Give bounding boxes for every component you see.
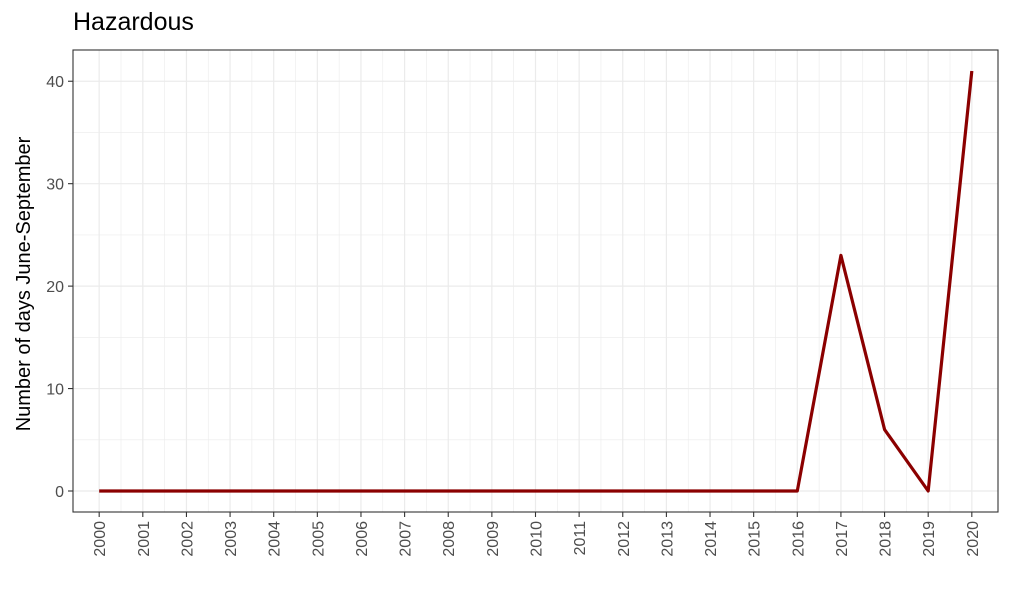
- y-tick-label: 20: [46, 279, 64, 296]
- chart-title: Hazardous: [73, 8, 194, 36]
- x-tick-label: 2002: [179, 521, 196, 557]
- x-tick-label: 2009: [485, 521, 502, 557]
- x-tick-label: 2004: [267, 521, 284, 557]
- x-tick-label: 2020: [965, 521, 982, 557]
- x-tick-label: 2010: [529, 521, 546, 557]
- x-tick-label: 2014: [703, 521, 720, 557]
- x-tick-label: 2003: [223, 521, 240, 557]
- x-tick-label: 2017: [834, 521, 851, 557]
- x-tick-label: 2000: [92, 521, 109, 557]
- x-tick-label: 2011: [572, 521, 589, 556]
- x-tick-label: 2016: [790, 521, 807, 557]
- x-tick-label: 2018: [878, 521, 895, 557]
- x-tick-label: 2013: [659, 521, 676, 557]
- minor-gridlines: [73, 50, 998, 512]
- x-tick-label: 2005: [310, 521, 327, 557]
- x-tick-label: 2019: [921, 521, 938, 557]
- series-line: [99, 70, 974, 493]
- x-tick-label: 2015: [747, 521, 764, 557]
- y-axis: 0 10 20 30 40: [46, 74, 73, 501]
- x-tick-label: 2006: [354, 521, 371, 557]
- y-tick-label: 40: [46, 74, 64, 91]
- y-tick-label: 0: [55, 484, 64, 501]
- major-gridlines: [73, 50, 998, 512]
- x-axis: 2000 2001 2002 2003 2004 2005 2006 2007 2008 2009…: [92, 512, 982, 557]
- x-tick-label: 2001: [136, 521, 153, 557]
- y-tick-label: 10: [46, 382, 64, 399]
- y-tick-label: 30: [46, 177, 64, 194]
- y-axis-title: Number of days June-September: [13, 136, 35, 431]
- x-tick-label: 2008: [441, 521, 458, 557]
- x-tick-label: 2007: [398, 521, 415, 557]
- x-tick-label: 2012: [616, 521, 633, 557]
